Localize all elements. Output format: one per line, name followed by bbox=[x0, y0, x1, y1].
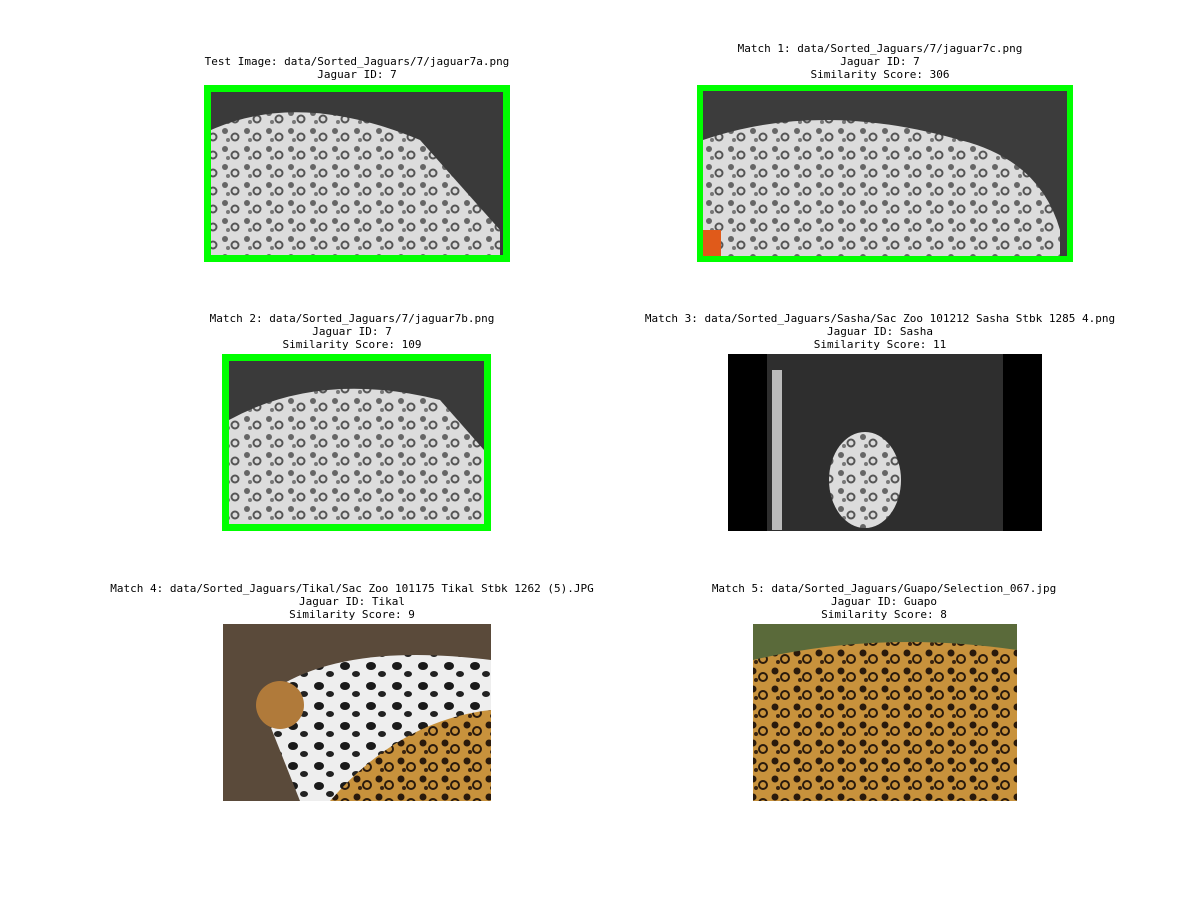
image bbox=[703, 120, 1060, 256]
image-caption: Jaguar ID: Sasha bbox=[827, 325, 933, 338]
image bbox=[753, 642, 1017, 801]
image bbox=[211, 112, 500, 255]
image-panel bbox=[223, 624, 491, 801]
image bbox=[256, 681, 304, 729]
image-caption: Jaguar ID: 7 bbox=[317, 68, 396, 81]
image-caption: Similarity Score: 8 bbox=[821, 608, 947, 621]
image-title: Match 4: data/Sorted_Jaguars/Tikal/Sac Z… bbox=[110, 582, 593, 595]
image-caption: Jaguar ID: Guapo bbox=[831, 595, 937, 608]
image-panel bbox=[222, 354, 491, 531]
titles: Test Image: data/Sorted_Jaguars/7/jaguar… bbox=[110, 42, 1115, 621]
image-caption: Similarity Score: 9 bbox=[289, 608, 415, 621]
image bbox=[330, 710, 491, 801]
image-panel bbox=[204, 85, 510, 262]
image-title: Match 3: data/Sorted_Jaguars/Sasha/Sac Z… bbox=[645, 312, 1115, 325]
image-caption: Jaguar ID: Tikal bbox=[299, 595, 405, 608]
image bbox=[772, 370, 782, 530]
image-caption: Jaguar ID: 7 bbox=[312, 325, 391, 338]
image-panel bbox=[753, 624, 1017, 801]
image-title: Match 2: data/Sorted_Jaguars/7/jaguar7b.… bbox=[210, 312, 495, 325]
image bbox=[829, 432, 901, 528]
image-title: Match 5: data/Sorted_Jaguars/Guapo/Selec… bbox=[712, 582, 1056, 595]
image-panel bbox=[697, 85, 1073, 262]
image-title: Test Image: data/Sorted_Jaguars/7/jaguar… bbox=[205, 55, 510, 68]
image-caption: Similarity Score: 306 bbox=[810, 68, 949, 81]
image-panel bbox=[728, 354, 1042, 531]
image bbox=[703, 230, 721, 256]
image-caption: Similarity Score: 109 bbox=[282, 338, 421, 351]
image-caption: Jaguar ID: 7 bbox=[840, 55, 919, 68]
image-caption: Similarity Score: 11 bbox=[814, 338, 946, 351]
image bbox=[229, 388, 484, 524]
image-title: Match 1: data/Sorted_Jaguars/7/jaguar7c.… bbox=[738, 42, 1023, 55]
